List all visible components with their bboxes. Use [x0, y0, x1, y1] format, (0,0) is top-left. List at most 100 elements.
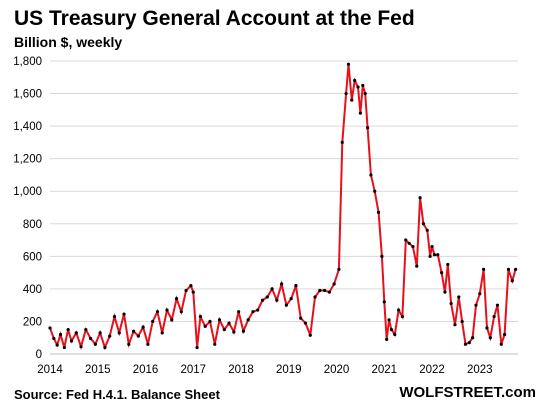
x-tick-label: 2015: [85, 364, 111, 376]
data-point: [376, 210, 381, 214]
data-point: [387, 318, 391, 322]
data-point: [146, 342, 150, 346]
data-point: [256, 308, 260, 312]
data-point: [108, 334, 112, 338]
data-point: [284, 303, 288, 307]
data-point: [449, 301, 453, 306]
data-point: [353, 78, 357, 83]
data-point: [308, 333, 312, 337]
x-tick-label: 2017: [180, 364, 206, 376]
data-point: [425, 228, 429, 232]
data-point: [404, 238, 408, 242]
data-point: [98, 331, 102, 335]
data-point: [322, 288, 327, 293]
data-point: [237, 310, 241, 314]
data-point: [474, 303, 478, 307]
data-point: [275, 298, 279, 302]
data-point: [155, 310, 160, 314]
data-point: [52, 336, 56, 341]
data-point: [213, 342, 217, 346]
data-point: [373, 189, 377, 193]
data-point: [418, 196, 422, 200]
data-point: [407, 241, 411, 245]
data-point: [430, 244, 434, 249]
x-tick-label: 2023: [467, 364, 493, 376]
y-tick-label: 200: [23, 316, 42, 328]
data-point: [294, 284, 298, 288]
data-point: [510, 279, 514, 283]
data-point: [460, 319, 464, 324]
series-line: [49, 64, 517, 351]
data-point: [170, 318, 174, 322]
data-point: [361, 83, 365, 88]
data-point: [411, 244, 415, 249]
data-point: [127, 342, 131, 346]
chart-title: US Treasury General Account at the Fed: [14, 7, 415, 30]
x-tick-label: 2022: [419, 364, 445, 376]
data-point: [189, 284, 193, 288]
data-point: [260, 298, 265, 302]
x-tick-label: 2021: [371, 364, 397, 376]
data-point: [195, 345, 199, 350]
data-point: [79, 345, 83, 349]
data-point: [251, 310, 255, 314]
y-tick-label: 1,200: [13, 154, 42, 166]
data-point: [471, 336, 475, 340]
data-point: [492, 314, 496, 319]
y-tick-label: 1,600: [13, 89, 42, 101]
data-point: [393, 332, 397, 337]
data-point: [443, 290, 447, 294]
data-point: [332, 282, 336, 286]
data-point: [136, 334, 140, 338]
data-point: [400, 314, 405, 319]
data-point: [369, 173, 373, 177]
data-point: [289, 297, 293, 301]
data-point: [93, 342, 97, 346]
data-point: [151, 319, 155, 324]
data-point: [88, 336, 93, 341]
data-point: [346, 62, 351, 66]
data-point: [270, 287, 274, 291]
data-point: [217, 318, 222, 322]
data-point: [432, 253, 437, 257]
data-point: [265, 295, 269, 299]
data-point: [482, 267, 486, 271]
chart-subtitle: Billion $, weekly: [14, 34, 122, 50]
data-point: [446, 262, 450, 267]
y-tick-label: 600: [23, 251, 42, 263]
data-point: [380, 254, 384, 258]
data-point: [344, 91, 348, 96]
data-point: [232, 330, 236, 334]
data-point: [246, 318, 250, 322]
data-point: [58, 332, 63, 337]
data-point: [69, 339, 74, 343]
data-point: [356, 85, 360, 89]
data-points: [48, 62, 518, 350]
data-point: [428, 254, 432, 258]
x-tick-label: 2018: [228, 364, 254, 376]
data-point: [103, 345, 107, 350]
data-point: [179, 310, 183, 314]
data-point: [318, 288, 322, 293]
data-point: [478, 292, 482, 296]
data-point: [499, 342, 503, 346]
data-point: [453, 323, 457, 327]
data-point: [241, 329, 246, 333]
data-point: [174, 297, 179, 301]
data-point: [112, 314, 117, 319]
data-point: [363, 91, 367, 96]
data-point: [313, 295, 317, 299]
y-tick-label: 0: [36, 349, 42, 361]
data-point: [436, 253, 440, 257]
data-point: [421, 222, 426, 226]
gridlines: [50, 60, 518, 322]
data-point: [122, 312, 126, 316]
y-tick-label: 800: [23, 219, 42, 231]
x-axis-ticks: 2014 2015 2016 2017 2018 2019 2020 2021 2022 2023: [37, 364, 492, 376]
data-point: [160, 331, 164, 335]
data-point: [514, 267, 518, 271]
data-point: [337, 267, 341, 271]
data-point: [397, 308, 401, 312]
data-point: [208, 319, 212, 324]
